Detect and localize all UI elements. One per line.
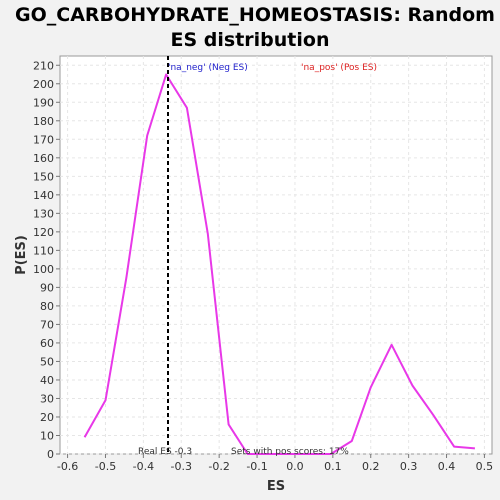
x-tick-label: 0.1 (324, 460, 342, 473)
x-tick-label: 0.3 (400, 460, 418, 473)
y-tick-label: 50 (40, 355, 54, 368)
x-tick-label: -0.1 (246, 460, 267, 473)
x-tick-label: 0.4 (438, 460, 456, 473)
y-tick-label: 200 (33, 78, 54, 91)
pos-scores-annotation: Sets with pos scores: 17% (231, 447, 349, 457)
y-tick-label: 190 (33, 96, 54, 109)
legend-item-pos: 'na_pos' (Pos ES) (301, 63, 377, 73)
y-tick-label: 80 (40, 300, 54, 313)
x-tick-label: -0.2 (208, 460, 229, 473)
y-tick-label: 100 (33, 263, 54, 276)
chart-title-line-1: GO_CARBOHYDRATE_HOMEOSTASIS: Random (15, 4, 495, 26)
y-tick-label: 30 (40, 392, 54, 405)
y-tick-label: 20 (40, 411, 54, 424)
y-tick-label: 10 (40, 429, 54, 442)
y-tick-label: 40 (40, 374, 54, 387)
x-tick-label: -0.4 (133, 460, 154, 473)
y-tick-label: 120 (33, 226, 54, 239)
x-tick-label: -0.3 (171, 460, 192, 473)
y-axis-label: P(ES) (14, 235, 29, 275)
y-tick-label: 70 (40, 318, 54, 331)
y-tick-label: 60 (40, 337, 54, 350)
y-tick-label: 0 (47, 448, 54, 461)
x-tick-label: 0.0 (286, 460, 304, 473)
x-tick-label: 0.5 (476, 460, 494, 473)
series-layer (83, 73, 475, 455)
y-tick-label: 150 (33, 170, 54, 183)
axis-ticks: -0.6 -0.5 -0.4 -0.3 -0.2 -0.1 0.0 0.1 0.2 0.3 0.4 0… (33, 59, 493, 473)
y-tick-label: 110 (33, 244, 54, 257)
y-tick-label: 160 (33, 152, 54, 165)
y-tick-label: 210 (33, 59, 54, 72)
x-axis-label: ES (267, 479, 285, 494)
plot-area (59, 55, 493, 455)
y-tick-label: 90 (40, 281, 54, 294)
y-tick-label: 140 (33, 189, 54, 202)
y-tick-label: 180 (33, 115, 54, 128)
y-tick-label: 170 (33, 133, 54, 146)
x-tick-label: 0.2 (362, 460, 380, 473)
legend-item-neg: 'na_neg' (Neg ES) (168, 63, 248, 73)
x-tick-label: -0.6 (57, 460, 78, 473)
y-tick-label: 130 (33, 207, 54, 220)
chart-title-line-2: ES distribution (171, 29, 330, 51)
x-tick-label: -0.5 (95, 460, 116, 473)
real-es-label: Real ES -0.3 (138, 447, 192, 457)
series-line (83, 73, 475, 455)
